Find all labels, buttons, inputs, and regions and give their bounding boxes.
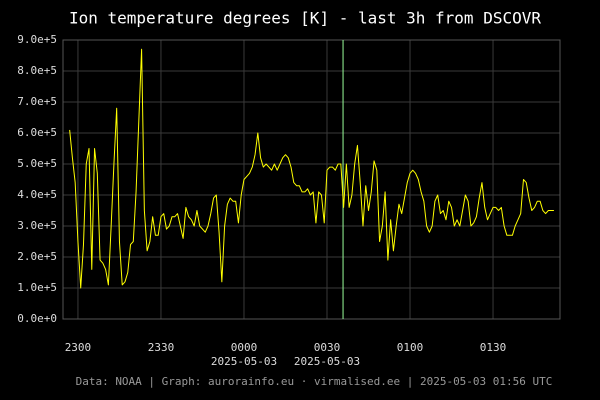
x-date-label: 2025-05-03 — [211, 355, 277, 368]
x-date-label: 2025-05-03 — [294, 355, 360, 368]
y-tick-label: 2.0e+5 — [17, 250, 57, 263]
x-tick-label: 0100 — [397, 341, 424, 354]
x-tick-label: 2330 — [148, 341, 175, 354]
y-tick-label: 0.0e+0 — [17, 312, 57, 325]
y-tick-label: 1.0e+5 — [17, 281, 57, 294]
plot-border — [62, 39, 561, 320]
y-tick-label: 8.0e+5 — [17, 64, 57, 77]
y-tick-label: 9.0e+5 — [17, 33, 57, 46]
x-tick-label: 0130 — [480, 341, 507, 354]
footer: Data: NOAA | Graph: aurorainfo.eu · virm… — [76, 375, 553, 388]
data-line — [69, 48, 554, 289]
x-tick-label: 0030 — [314, 341, 341, 354]
y-tick-label: 4.0e+5 — [17, 188, 57, 201]
x-tick-label: 0000 — [231, 341, 258, 354]
y-tick-label: 7.0e+5 — [17, 95, 57, 108]
x-tick-label: 2300 — [65, 341, 92, 354]
chart-title: Ion temperature degrees [K] - last 3h fr… — [69, 9, 541, 28]
y-tick-label: 3.0e+5 — [17, 219, 57, 232]
y-tick-label: 5.0e+5 — [17, 157, 57, 170]
y-tick-label: 6.0e+5 — [17, 126, 57, 139]
